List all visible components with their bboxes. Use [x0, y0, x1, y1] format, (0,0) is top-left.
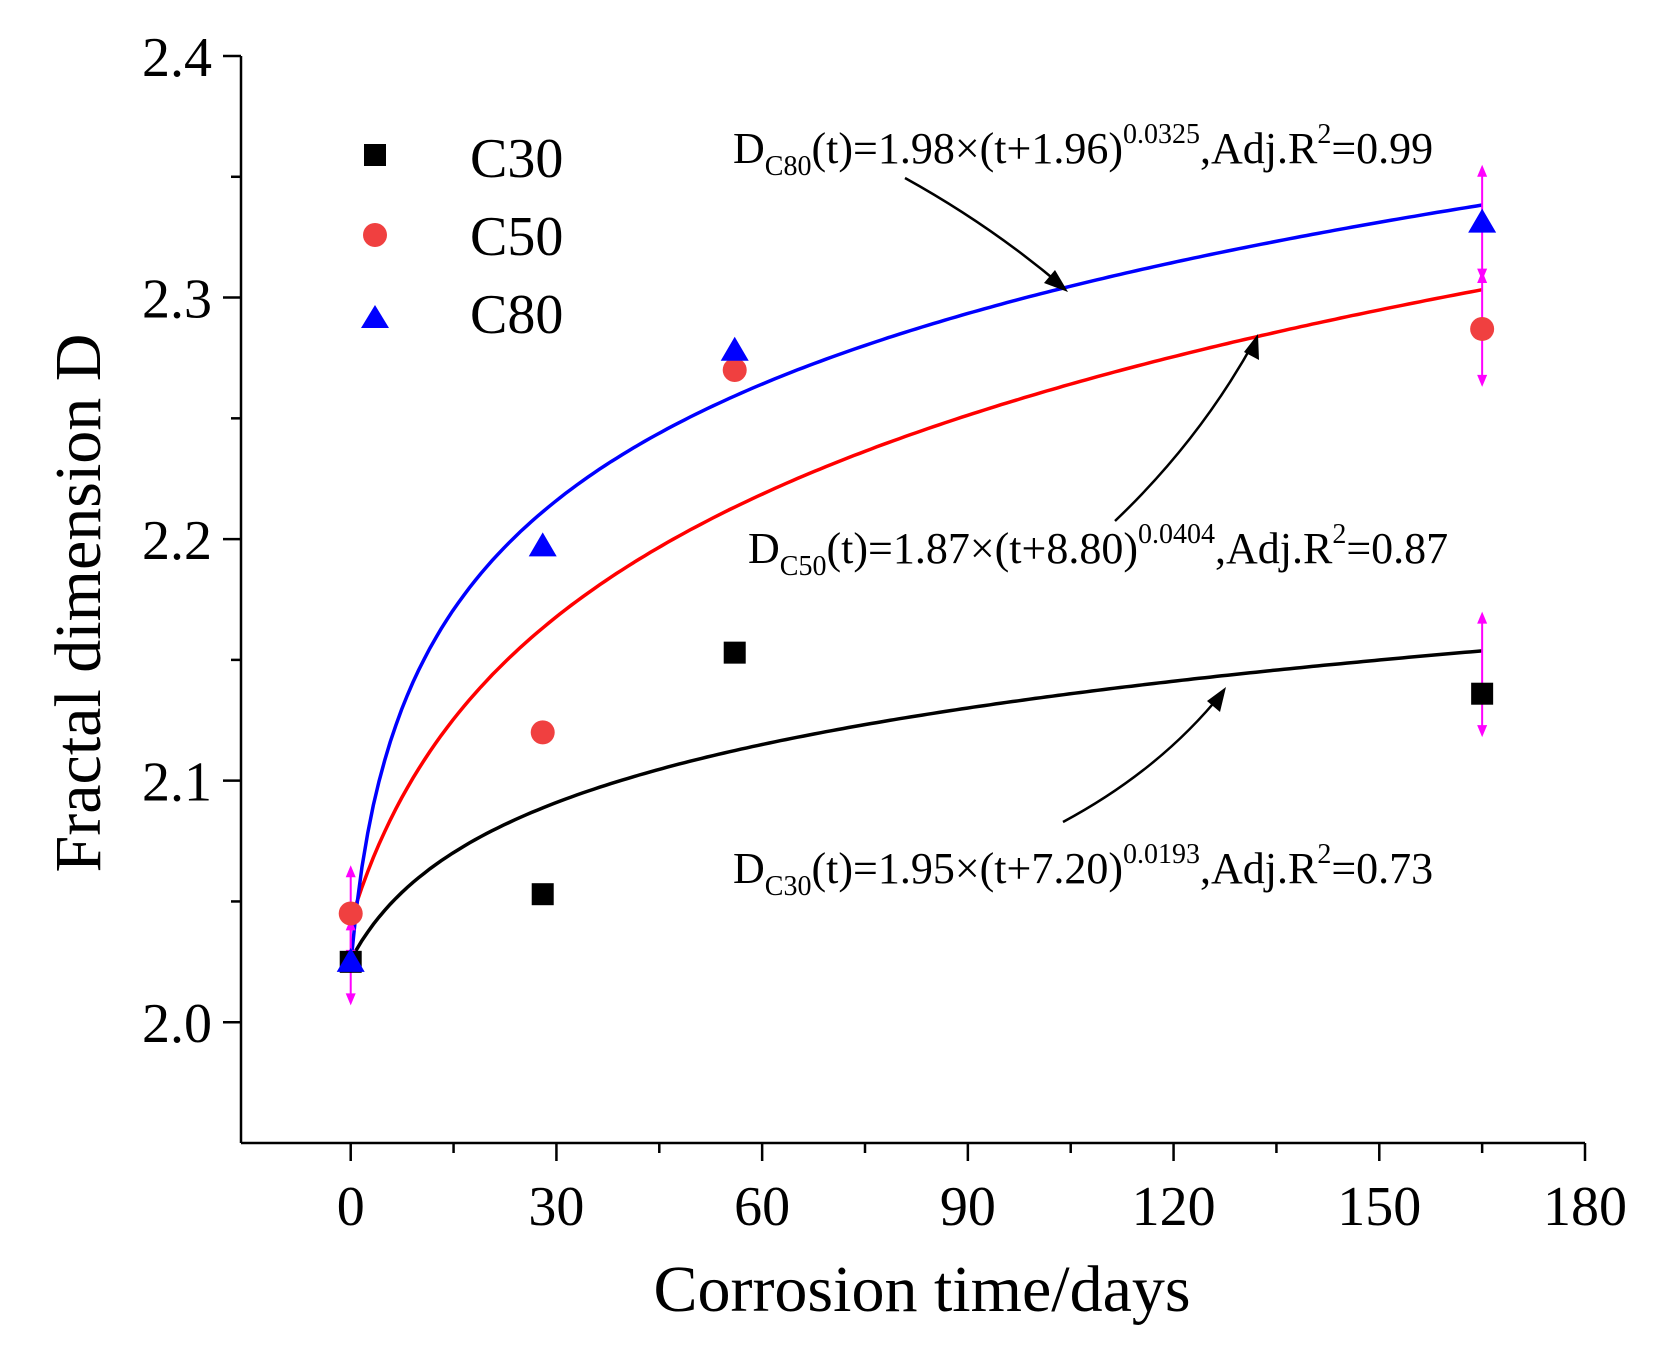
y-tick-label: 2.3 [142, 269, 212, 331]
equation-c80: DC80(t)=1.98×(t+1.96)0.0325,Adj.R2=0.99 [733, 119, 1433, 182]
point-c30 [531, 883, 554, 906]
legend-marker-c50 [363, 223, 387, 247]
annotation-arrow-c50 [1114, 339, 1257, 522]
equation-c50: DC50(t)=1.87×(t+8.80)0.0404,Adj.R2=0.87 [748, 519, 1448, 582]
error-cap-bottom [1477, 725, 1488, 738]
y-tick-label: 2.0 [142, 993, 212, 1055]
point-c80 [720, 336, 749, 361]
point-c80 [1468, 208, 1497, 233]
x-axis-title: Corrosion time/days [653, 1253, 1190, 1326]
x-tick-label: 180 [1543, 1176, 1627, 1238]
legend-marker-c30 [364, 144, 386, 166]
x-tick-label: 90 [940, 1176, 996, 1238]
x-tick-label: 0 [337, 1176, 365, 1238]
legend-label-c50: C50 [470, 206, 563, 268]
legend-label-c80: C80 [470, 284, 563, 346]
plot-area [239, 56, 1585, 1145]
point-c50 [530, 720, 555, 745]
error-cap-top [1477, 611, 1488, 624]
annotation-arrow-c30 [1062, 692, 1223, 824]
point-c50 [1470, 316, 1495, 341]
y-tick-label: 2.2 [142, 510, 212, 572]
error-cap-bottom [1477, 268, 1488, 281]
x-tick-label: 150 [1337, 1176, 1421, 1238]
fit-annotations: DC80(t)=1.98×(t+1.96)0.0325,Adj.R2=0.99 … [733, 119, 1448, 902]
fit-curve-c80 [348, 203, 1483, 965]
fit-curve-c30 [349, 649, 1483, 961]
x-axis: 0 30 60 90 120 150 180 [337, 1143, 1627, 1238]
y-tick-label: 2.1 [142, 752, 212, 814]
point-c30 [723, 641, 746, 664]
y-axis: 2.0 2.1 2.2 2.3 2.4 [142, 27, 241, 1055]
point-c80 [336, 947, 365, 972]
annotation-arrow-c80 [904, 176, 1063, 287]
legend: C30 C50 C80 [361, 128, 563, 346]
data-points [336, 208, 1497, 973]
error-cap-bottom [1477, 374, 1488, 387]
legend-marker-c80 [361, 305, 389, 328]
point-c50 [338, 901, 363, 926]
point-c50 [722, 358, 747, 383]
annotation-arrowhead-c30 [1207, 687, 1226, 712]
y-axis-title: Fractal dimension D [42, 334, 115, 873]
annotation-arrowhead-c50 [1244, 334, 1259, 360]
annotation-arrowhead-c80 [1044, 270, 1068, 292]
error-cap-top [1477, 164, 1488, 177]
point-c30 [1471, 682, 1494, 705]
point-c80 [528, 532, 557, 557]
error-cap-bottom [345, 993, 356, 1006]
fit-curves [348, 203, 1483, 965]
equation-c30: DC30(t)=1.95×(t+7.20)0.0193,Adj.R2=0.73 [733, 839, 1433, 902]
legend-label-c30: C30 [470, 128, 563, 190]
x-tick-label: 120 [1132, 1176, 1216, 1238]
y-tick-label: 2.4 [142, 27, 212, 89]
x-tick-label: 60 [734, 1176, 790, 1238]
x-tick-label: 30 [528, 1176, 584, 1238]
error-cap-top [345, 865, 356, 878]
fit-curve-c50 [349, 287, 1483, 922]
